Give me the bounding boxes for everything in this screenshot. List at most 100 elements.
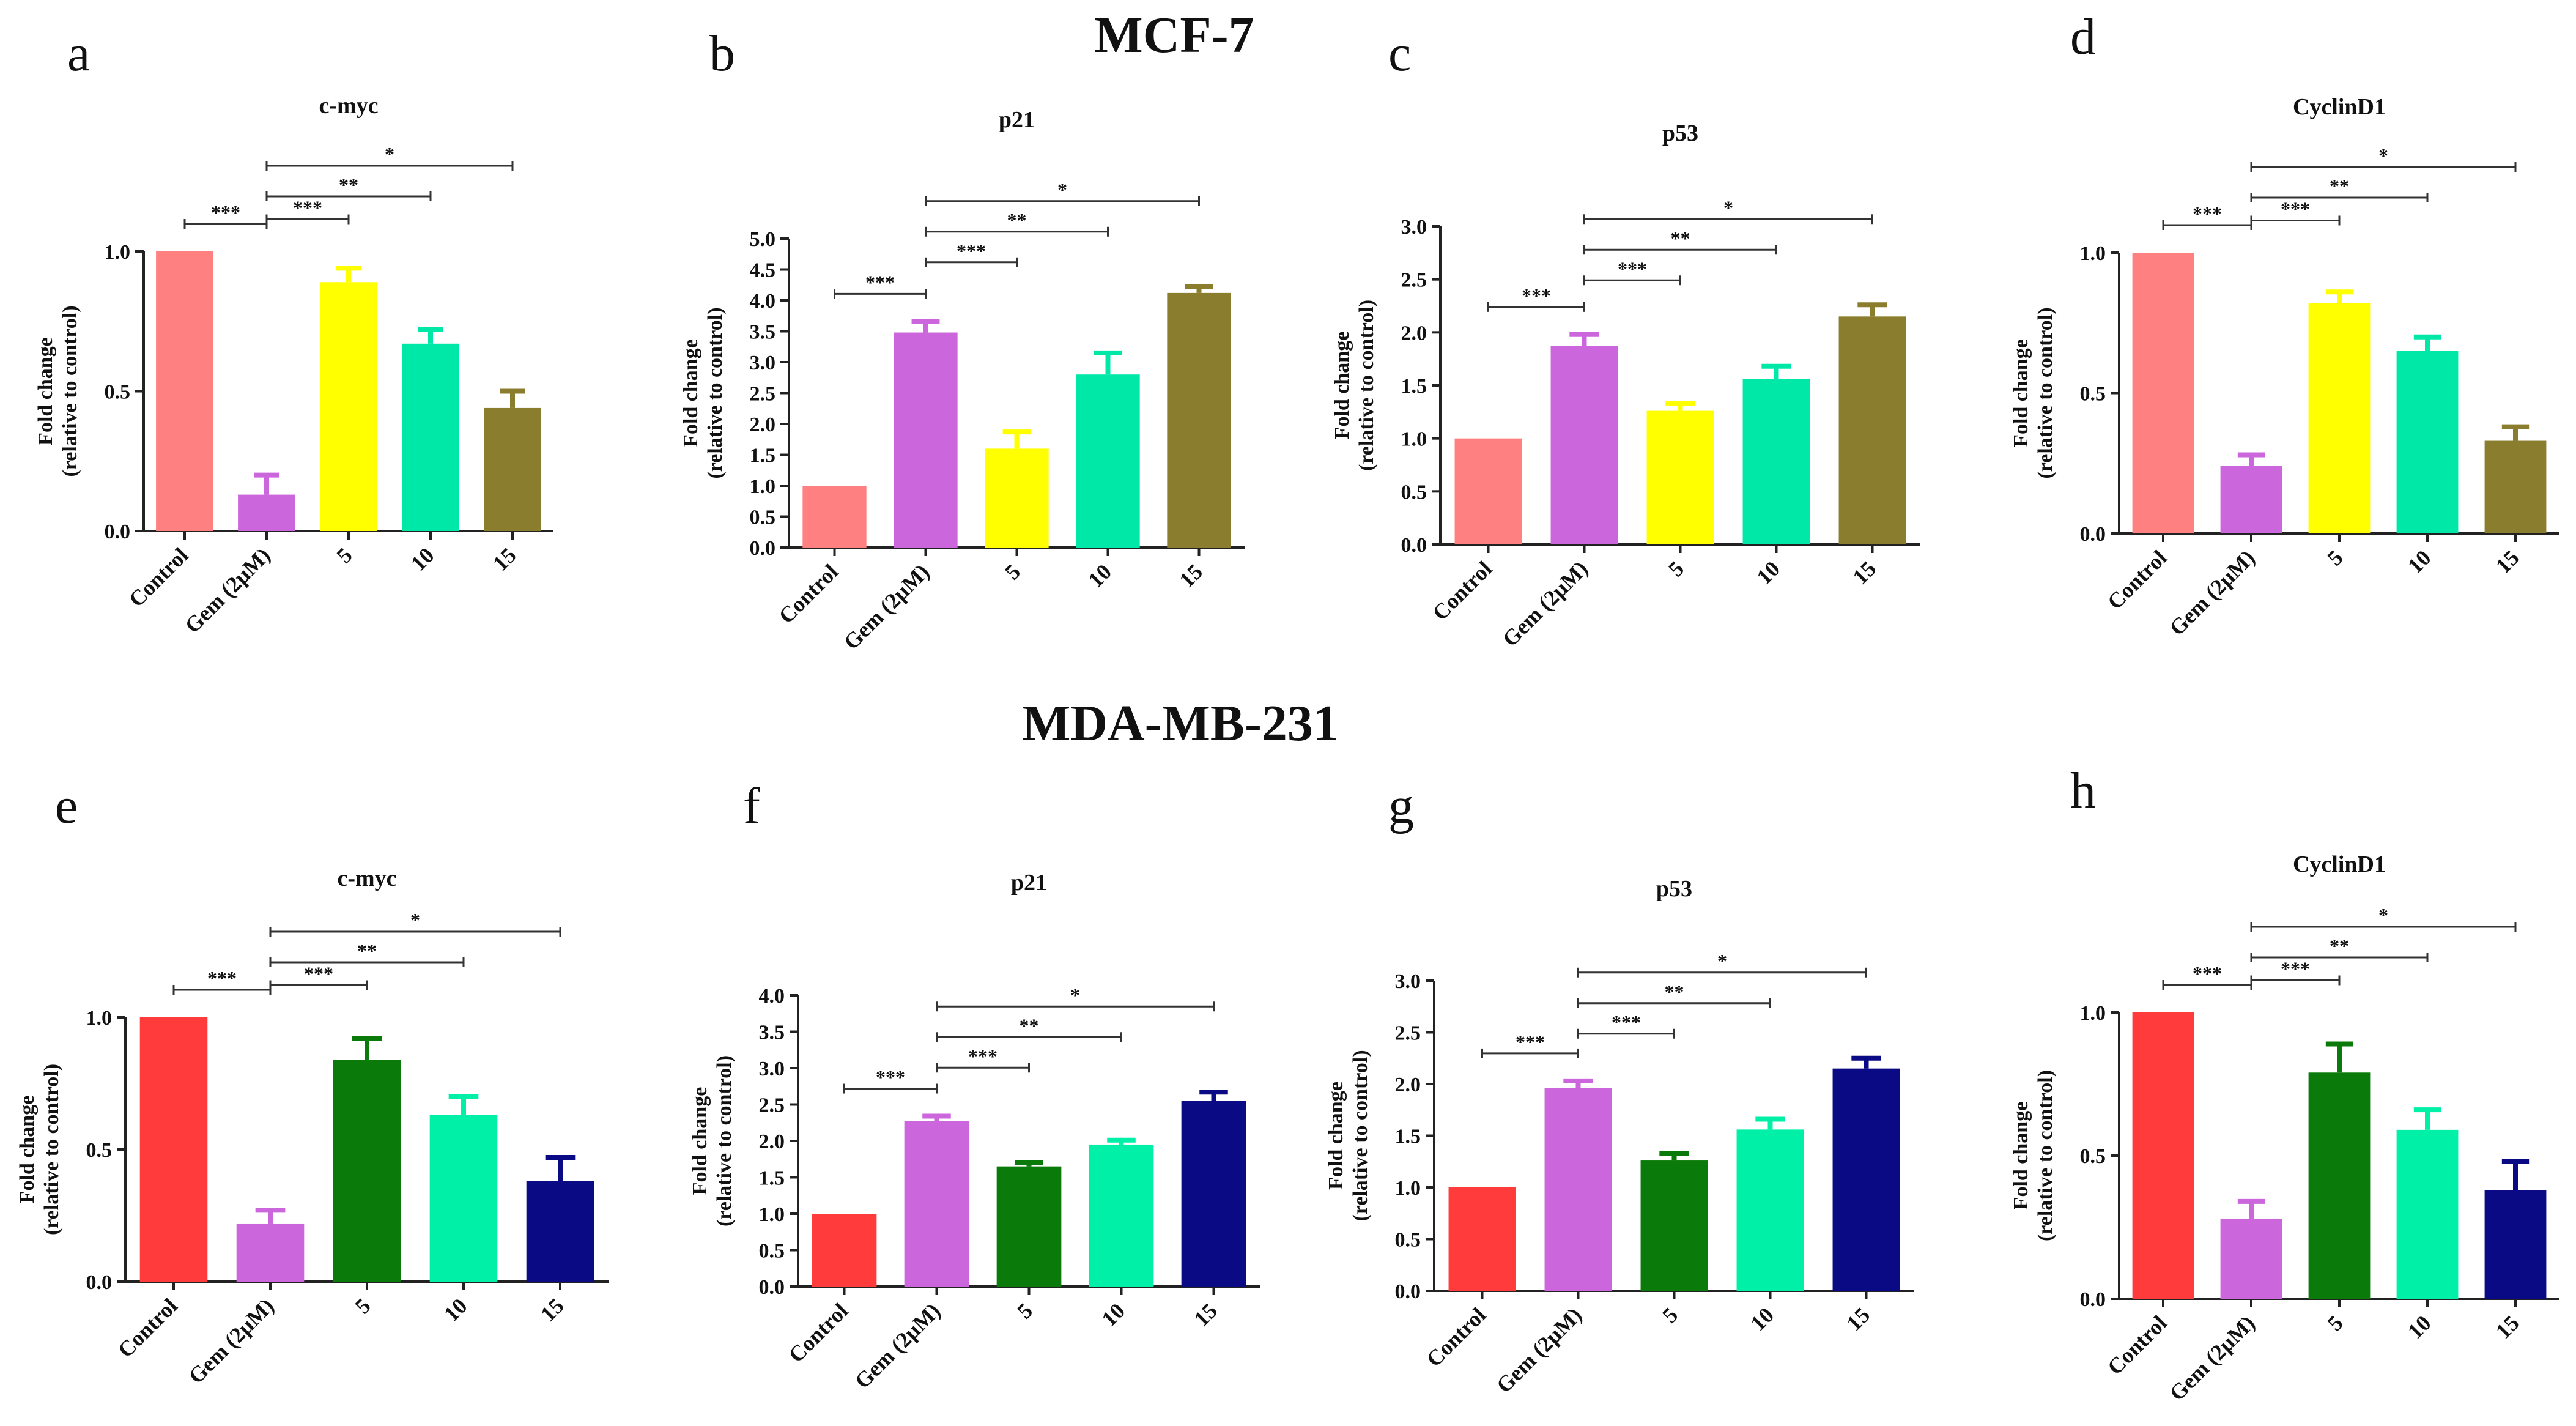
x-tick-label: 10 xyxy=(2403,545,2436,578)
row-title-mda-mb-231: MDA-MB-231 xyxy=(1022,695,1339,752)
significance-label: ** xyxy=(1020,1014,1039,1036)
bar xyxy=(1646,410,1714,544)
significance-label: * xyxy=(2378,144,2388,166)
x-tick-label: Gem (2µM) xyxy=(2164,1310,2259,1405)
significance-label: * xyxy=(1723,196,1733,218)
significance-label: *** xyxy=(1516,1031,1545,1053)
x-tick-label: 5 xyxy=(2323,545,2348,570)
bar xyxy=(1838,316,1906,544)
bar xyxy=(238,494,295,531)
x-tick-label: 15 xyxy=(1841,1302,1875,1335)
y-axis-label: Fold change(relative to control) xyxy=(34,305,81,477)
panel-b: b p21 0.0 0.5 1.0 1.5 2.0 2.5 3.0 3.5 4.0 4.5 5.0 Fo… xyxy=(679,25,1245,655)
y-tick-label: 2.5 xyxy=(1401,269,1427,292)
y-axis-label-line: (relative to control) xyxy=(2034,307,2057,478)
bar xyxy=(802,486,867,548)
y-axis-label-line: Fold change xyxy=(689,1087,711,1195)
chart-title: p53 xyxy=(1662,121,1698,146)
significance-label: ** xyxy=(1007,209,1027,231)
x-tick-label: Gem (2µM) xyxy=(839,559,934,654)
bar xyxy=(1089,1144,1154,1287)
y-tick-label: 3.5 xyxy=(759,1022,785,1044)
bar xyxy=(156,251,213,531)
bar xyxy=(2132,253,2194,533)
panel-letter: e xyxy=(55,778,78,834)
y-tick-label: 4.0 xyxy=(759,985,785,1008)
y-tick-label: 0.5 xyxy=(750,507,776,529)
y-axis-label-line: Fold change xyxy=(679,339,702,447)
bar xyxy=(985,448,1049,548)
y-tick-label: 4.0 xyxy=(750,290,776,313)
x-tick-label: 15 xyxy=(1848,556,1881,589)
y-tick-label: 3.0 xyxy=(750,352,776,374)
significance-label: *** xyxy=(876,1066,905,1088)
y-axis-label-line: Fold change xyxy=(2010,339,2032,447)
bar xyxy=(1832,1068,1900,1291)
chart-title: p21 xyxy=(1011,870,1047,896)
y-tick-label: 0.5 xyxy=(1395,1229,1421,1252)
y-tick-label: 0.0 xyxy=(86,1271,113,1294)
y-tick-label: 1.0 xyxy=(750,475,776,498)
y-tick-label: 4.5 xyxy=(750,259,776,282)
bar xyxy=(1181,1101,1246,1287)
y-tick-label: 1.5 xyxy=(1401,375,1427,398)
y-axis-label: Fold change(relative to control) xyxy=(1331,300,1378,471)
y-axis-label-line: Fold change xyxy=(1331,332,1353,440)
significance-label: *** xyxy=(211,201,240,223)
bar xyxy=(139,1017,208,1282)
x-tick-label: 5 xyxy=(2323,1310,2348,1335)
significance-label: ** xyxy=(339,174,358,196)
bar xyxy=(894,332,958,548)
x-tick-label: 10 xyxy=(1745,1302,1778,1335)
significance-label: * xyxy=(385,143,394,165)
y-tick-label: 0.5 xyxy=(86,1139,113,1162)
bar xyxy=(1448,1187,1516,1291)
y-tick-label: 0.0 xyxy=(2080,523,2106,546)
bar xyxy=(2132,1012,2194,1299)
significance-label: * xyxy=(2378,904,2388,926)
y-axis-label-line: Fold change xyxy=(34,337,57,445)
bar xyxy=(904,1121,969,1287)
y-tick-label: 0.5 xyxy=(2080,383,2106,406)
bar xyxy=(2484,1190,2547,1299)
significance-label: ** xyxy=(357,940,377,962)
y-axis-label-line: (relative to control) xyxy=(704,307,727,478)
significance-label: *** xyxy=(207,967,237,989)
y-tick-label: 0.5 xyxy=(2080,1145,2106,1168)
bar xyxy=(1454,438,1522,544)
bar xyxy=(484,407,541,531)
panel-letter: f xyxy=(743,778,760,834)
panel-c: c p53 0.0 0.5 1.0 1.5 2.0 2.5 3.0 Fold change(re… xyxy=(1331,25,1920,652)
y-axis-label-line: (relative to control) xyxy=(2034,1070,2057,1241)
x-tick-label: 5 xyxy=(1657,1302,1682,1328)
y-tick-label: 5.0 xyxy=(750,228,776,251)
y-tick-label: 1.5 xyxy=(750,445,776,467)
significance-label: ** xyxy=(1671,227,1690,249)
x-tick-label: Control xyxy=(2103,545,2172,614)
chart-title: c-myc xyxy=(337,866,396,891)
y-axis-label-line: (relative to control) xyxy=(59,305,81,477)
chart-f: p21 0.0 0.5 1.0 1.5 2.0 2.5 3.0 3.5 4.0 Fold chang… xyxy=(689,870,1260,1394)
significance-label: * xyxy=(1057,179,1067,201)
x-tick-label: 15 xyxy=(1174,559,1207,592)
y-axis-label-line: (relative to control) xyxy=(1355,300,1378,471)
panel-letter: b xyxy=(709,25,735,82)
y-tick-label: 3.0 xyxy=(759,1058,785,1080)
chart-title: p21 xyxy=(999,107,1035,133)
chart-title: p53 xyxy=(1656,876,1692,902)
y-tick-label: 0.5 xyxy=(105,381,131,404)
chart-h: CyclinD1 0.0 0.5 1.0 Fold change(relative to… xyxy=(2010,852,2559,1406)
significance-label: *** xyxy=(1612,1011,1641,1033)
x-tick-label: Control xyxy=(124,543,193,612)
x-tick-label: Control xyxy=(113,1293,182,1362)
significance-label: ** xyxy=(1665,981,1684,1003)
y-tick-label: 2.0 xyxy=(759,1131,785,1153)
x-tick-label: 15 xyxy=(2491,545,2524,578)
y-tick-label: 0.0 xyxy=(1395,1280,1421,1303)
significance-label: *** xyxy=(2193,202,2222,225)
y-tick-label: 1.0 xyxy=(759,1203,785,1226)
significance-label: * xyxy=(1717,950,1727,972)
x-tick-label: 15 xyxy=(536,1293,569,1326)
bar xyxy=(1550,346,1618,544)
